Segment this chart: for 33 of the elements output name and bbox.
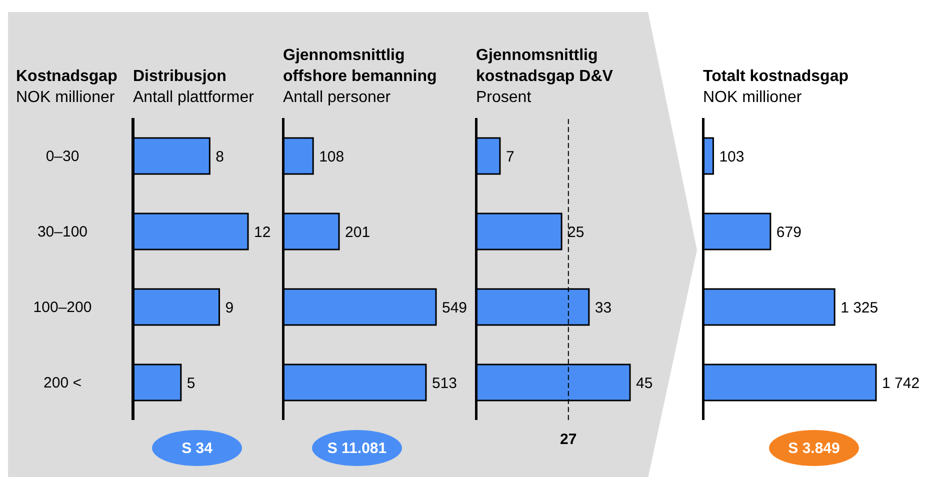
chart-title: Totalt kostnadsgap bbox=[703, 67, 850, 87]
chart-title: Distribusjon bbox=[133, 67, 228, 87]
data-label: 33 bbox=[594, 299, 612, 316]
text: S 34 bbox=[152, 430, 242, 466]
data-label: 7 bbox=[506, 148, 514, 166]
y-tick-label: 30–100 bbox=[37, 223, 88, 240]
data-label: 5 bbox=[186, 374, 196, 392]
chart-subtitle: Prosent bbox=[476, 88, 532, 108]
data-label: 513 bbox=[432, 374, 457, 392]
data-label: 9 bbox=[225, 299, 234, 316]
chart-subtitle: Antall personer bbox=[283, 88, 392, 108]
chart-subtitle: Antall plattformer bbox=[133, 88, 255, 108]
chart-title: Gjennomsnittlig offshore bemanning bbox=[283, 46, 438, 87]
data-label: 103 bbox=[719, 148, 744, 166]
data-label: 108 bbox=[319, 148, 344, 166]
ref-line-label: 27 bbox=[560, 431, 577, 448]
y-tick-label: 100–200 bbox=[33, 298, 92, 316]
data-label: 679 bbox=[776, 224, 802, 241]
chart-title: Gjennomsnittlig kostnadsgap D&V bbox=[476, 46, 614, 87]
y-tick-label: 0–30 bbox=[46, 148, 80, 165]
data-label: 45 bbox=[636, 374, 653, 392]
text: S 11.081 bbox=[312, 430, 402, 466]
data-label: 201 bbox=[345, 224, 370, 241]
data-label: 8 bbox=[216, 148, 224, 166]
chart-subtitle: NOK millioner bbox=[703, 88, 803, 108]
data-label: 25 bbox=[568, 224, 584, 241]
text: S 3.849 bbox=[769, 430, 859, 466]
y-tick-label: 200 < bbox=[44, 374, 82, 392]
data-label: 1 742 bbox=[882, 374, 920, 392]
data-label: 12 bbox=[254, 224, 271, 241]
data-label: 549 bbox=[442, 299, 468, 316]
data-label: 1 325 bbox=[840, 299, 878, 316]
y-axis-title: Kostnadsgap NOK millioner bbox=[16, 68, 118, 106]
